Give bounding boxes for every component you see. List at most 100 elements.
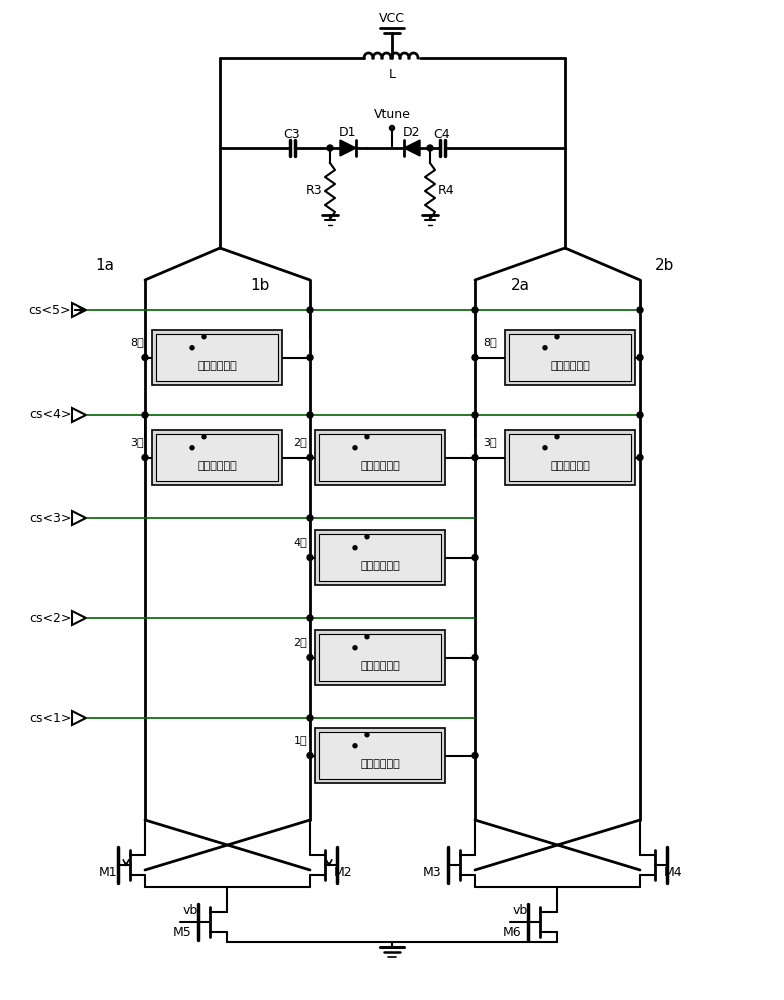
Bar [315, 530, 445, 585]
Text: 4个: 4个 [293, 537, 307, 547]
Text: cs<1>: cs<1> [29, 712, 71, 724]
Circle shape [472, 454, 478, 460]
Bar [152, 430, 282, 485]
Circle shape [307, 554, 313, 560]
Circle shape [472, 355, 478, 360]
Text: M6: M6 [503, 926, 521, 938]
Circle shape [190, 346, 194, 350]
Text: 1个: 1个 [293, 735, 307, 745]
Circle shape [353, 646, 357, 650]
Text: 2个: 2个 [293, 437, 307, 447]
Circle shape [472, 307, 478, 313]
Circle shape [202, 435, 206, 439]
Circle shape [472, 752, 478, 758]
Polygon shape [404, 140, 420, 156]
Text: C4: C4 [434, 127, 450, 140]
Circle shape [307, 412, 313, 418]
Text: 电容开关单元: 电容开关单元 [197, 361, 237, 371]
Text: C3: C3 [284, 127, 300, 140]
Text: R3: R3 [306, 184, 322, 196]
Text: M1: M1 [99, 866, 118, 880]
Text: 3个: 3个 [484, 437, 497, 447]
Bar [315, 728, 445, 783]
Circle shape [472, 412, 478, 418]
Circle shape [427, 145, 433, 151]
Circle shape [637, 355, 643, 360]
Bar [509, 334, 631, 381]
Circle shape [543, 346, 547, 350]
Circle shape [142, 355, 148, 360]
Bar [505, 330, 635, 385]
Text: 1a: 1a [96, 257, 114, 272]
Text: M2: M2 [334, 866, 352, 880]
Text: cs<4>: cs<4> [29, 408, 71, 422]
Circle shape [307, 615, 313, 621]
Circle shape [353, 546, 357, 550]
Bar [315, 630, 445, 685]
Text: D2: D2 [403, 125, 421, 138]
Text: 电容开关单元: 电容开关单元 [360, 661, 400, 671]
Text: 2b: 2b [655, 257, 675, 272]
Circle shape [353, 744, 357, 748]
Circle shape [307, 307, 313, 313]
Circle shape [555, 435, 559, 439]
Text: 电容开关单元: 电容开关单元 [360, 461, 400, 471]
Bar [509, 434, 631, 481]
Circle shape [390, 125, 394, 130]
Text: cs<2>: cs<2> [29, 611, 71, 624]
Bar [319, 732, 441, 779]
Circle shape [307, 515, 313, 521]
Bar [319, 634, 441, 681]
Circle shape [637, 412, 643, 418]
Circle shape [353, 446, 357, 450]
Bar [156, 334, 278, 381]
Circle shape [307, 715, 313, 721]
Circle shape [307, 752, 313, 758]
Circle shape [190, 446, 194, 450]
Text: M5: M5 [172, 926, 191, 938]
Text: 电容开关单元: 电容开关单元 [550, 361, 590, 371]
Bar [319, 534, 441, 581]
Text: 8个: 8个 [130, 337, 144, 347]
Circle shape [637, 454, 643, 460]
Circle shape [555, 335, 559, 339]
Text: 电容开关单元: 电容开关单元 [197, 461, 237, 471]
Circle shape [637, 307, 643, 313]
Circle shape [142, 454, 148, 460]
Circle shape [365, 635, 369, 639]
Bar [315, 430, 445, 485]
Text: 电容开关单元: 电容开关单元 [360, 759, 400, 769]
Circle shape [472, 654, 478, 660]
Circle shape [307, 654, 313, 660]
Circle shape [365, 535, 369, 539]
Circle shape [307, 355, 313, 360]
Text: Vtune: Vtune [373, 108, 411, 121]
Circle shape [202, 335, 206, 339]
Bar [156, 434, 278, 481]
Bar [319, 434, 441, 481]
Circle shape [365, 733, 369, 737]
Text: 电容开关单元: 电容开关单元 [360, 561, 400, 571]
Circle shape [543, 446, 547, 450]
Text: 3个: 3个 [130, 437, 144, 447]
Text: vb: vb [513, 904, 528, 916]
Bar [505, 430, 635, 485]
Circle shape [142, 412, 148, 418]
Text: M3: M3 [423, 866, 441, 880]
Circle shape [472, 554, 478, 560]
Text: 1b: 1b [250, 277, 270, 292]
Text: R4: R4 [437, 184, 454, 196]
Text: 2个: 2个 [293, 637, 307, 647]
Text: L: L [389, 68, 395, 82]
Text: 电容开关单元: 电容开关单元 [550, 461, 590, 471]
Polygon shape [340, 140, 356, 156]
Text: cs<5>: cs<5> [29, 304, 71, 316]
Text: cs<3>: cs<3> [29, 512, 71, 524]
Circle shape [307, 454, 313, 460]
Circle shape [365, 435, 369, 439]
Text: D1: D1 [339, 125, 357, 138]
Bar [152, 330, 282, 385]
Circle shape [327, 145, 333, 151]
Text: VCC: VCC [379, 11, 405, 24]
Text: vb: vb [183, 904, 198, 916]
